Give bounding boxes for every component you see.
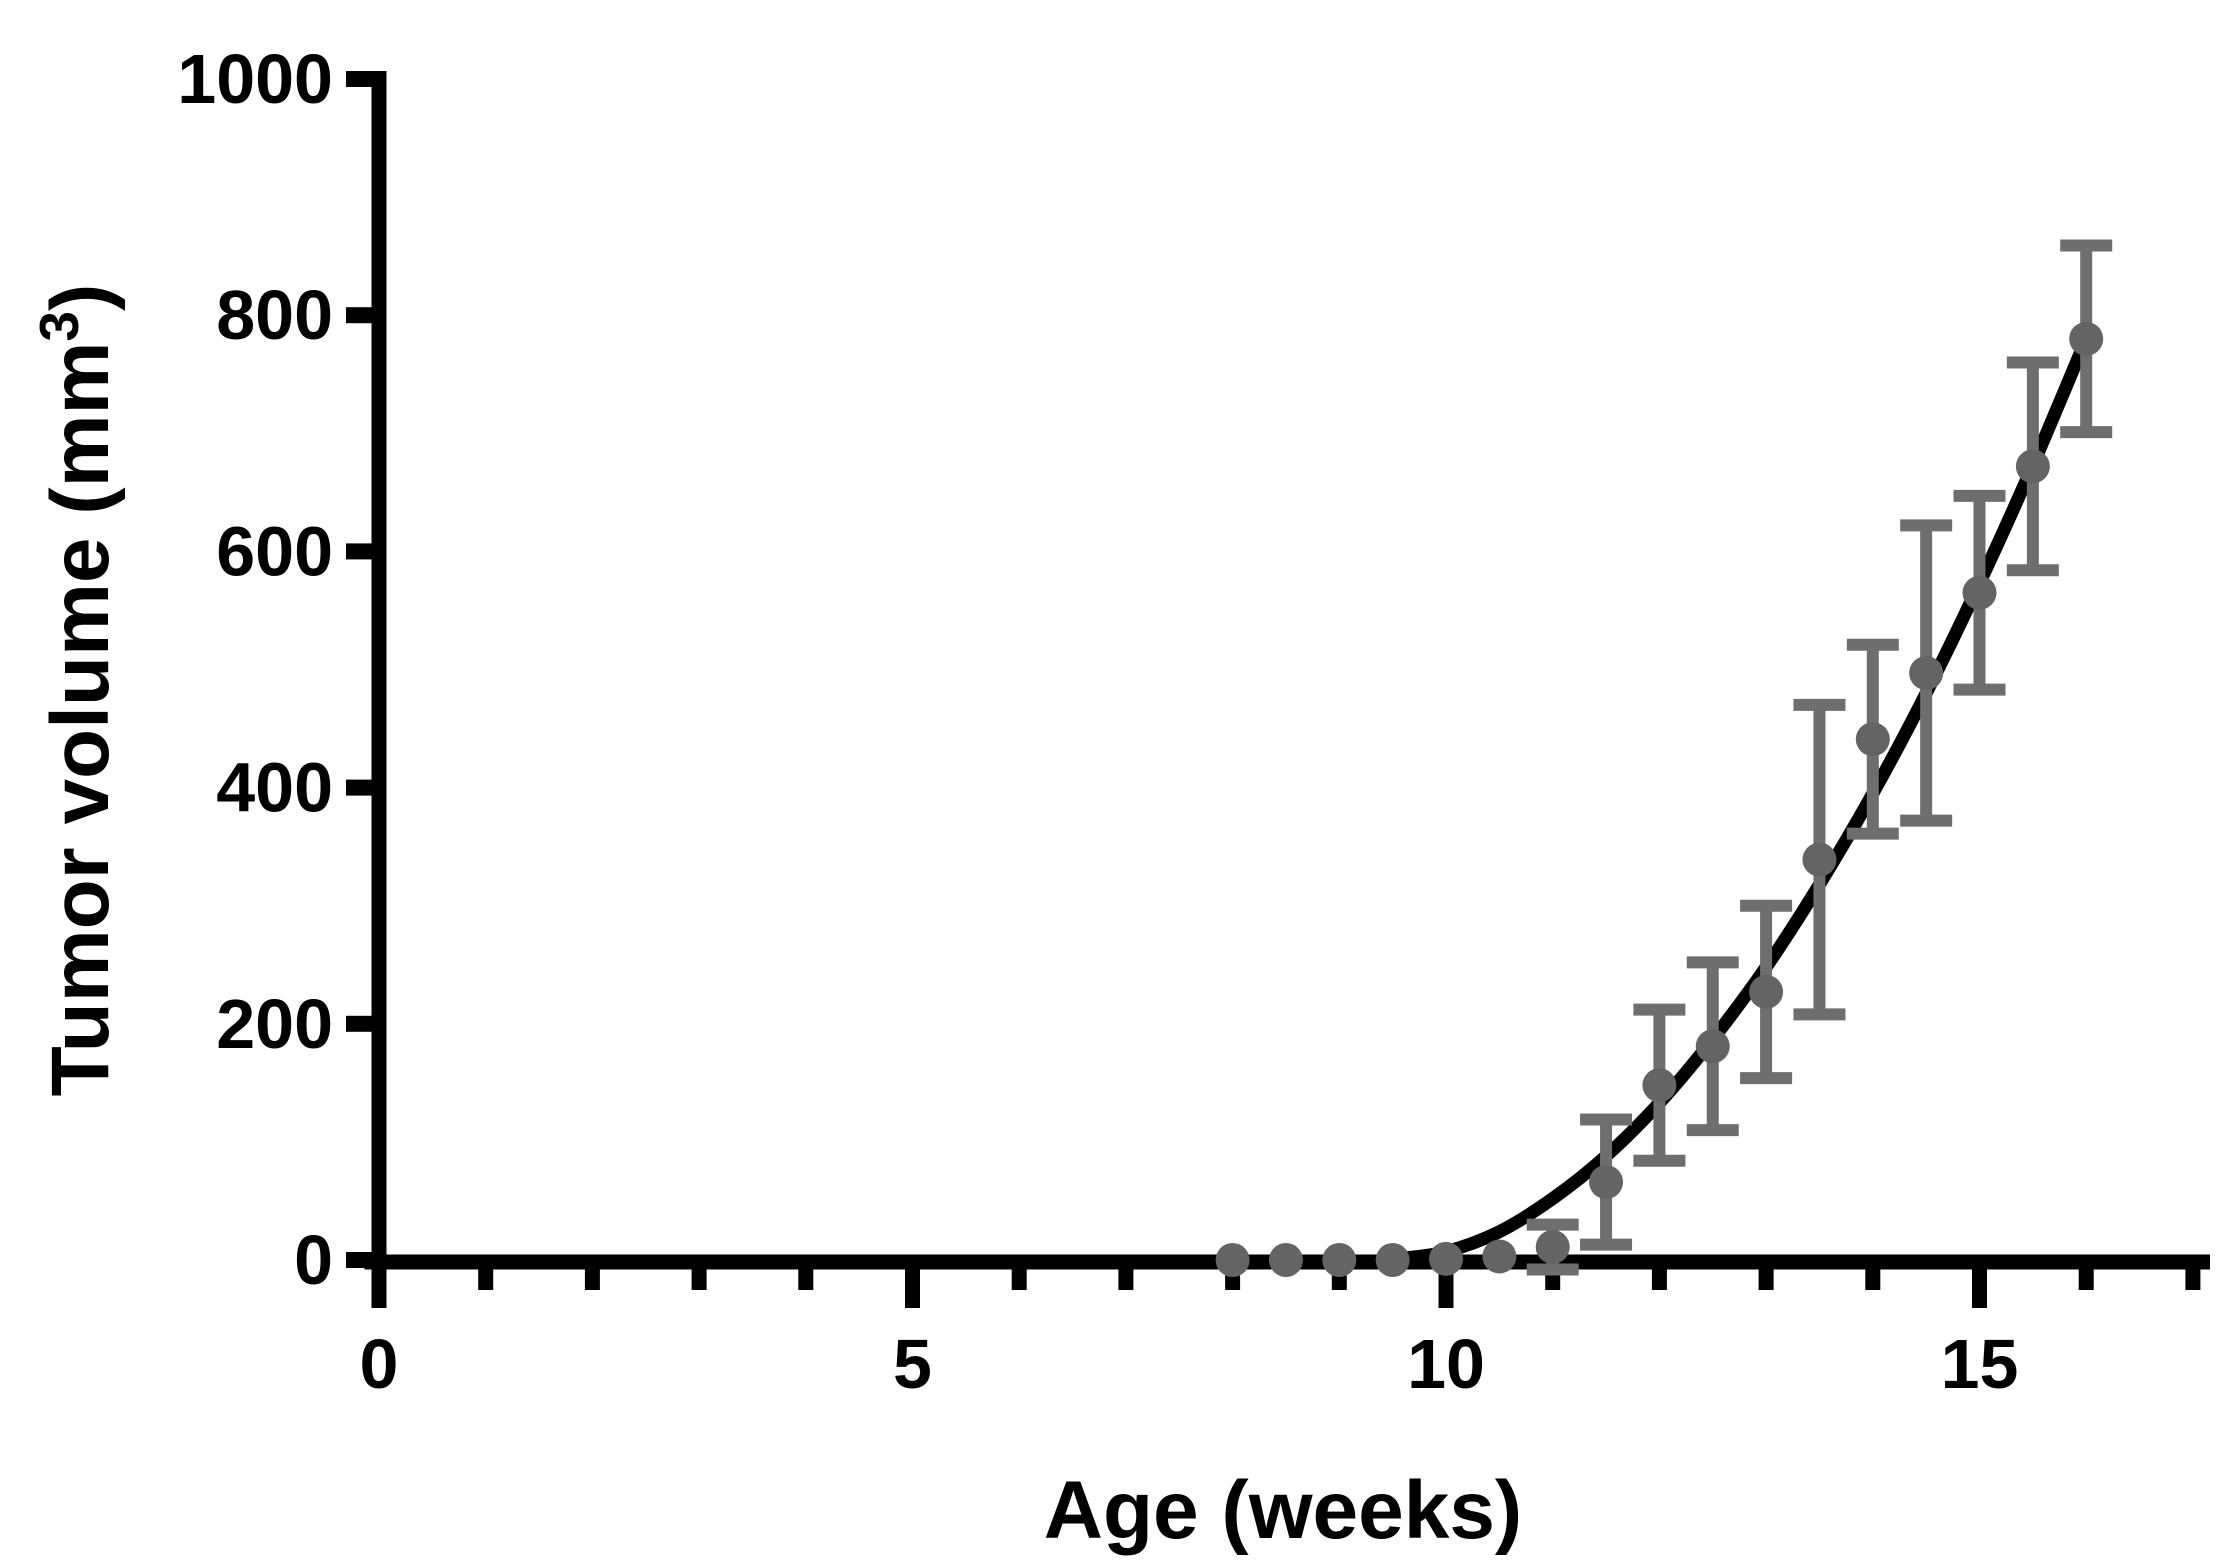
data-point (1642, 1068, 1677, 1103)
x-major-tick (905, 1255, 920, 1308)
y-tick-label: 200 (216, 985, 333, 1063)
axis-tick-labels: 0 200 400 600 800 1000 0 5 10 15 (177, 40, 2018, 1403)
data-point (2015, 449, 2050, 484)
y-axis-line (371, 71, 387, 1270)
data-points (1215, 321, 2104, 1277)
y-tick-label: 800 (216, 276, 333, 354)
data-point (1535, 1230, 1570, 1265)
y-tick (346, 543, 379, 560)
x-minor-tick (1011, 1255, 1027, 1290)
y-tick (346, 307, 379, 324)
x-tick-label: 10 (1407, 1325, 1485, 1403)
y-tick-label: 600 (216, 512, 333, 590)
data-point (1749, 974, 1784, 1009)
y-tick (346, 71, 379, 87)
x-tick-label: 0 (360, 1325, 399, 1403)
data-point (1268, 1243, 1303, 1277)
x-minor-tick (478, 1255, 494, 1290)
data-point (1695, 1029, 1730, 1064)
x-minor-tick (691, 1255, 707, 1290)
x-major-tick (371, 1255, 387, 1308)
y-axis-title: Tumor volume (mm3) (28, 284, 126, 1097)
y-tick-label: 400 (216, 749, 333, 827)
x-minor-tick (2185, 1255, 2201, 1290)
x-axis-title: Age (weeks) (1044, 1465, 1523, 1556)
data-point (1802, 842, 1837, 877)
y-tick-label: 0 (294, 1221, 333, 1299)
y-tick (346, 1252, 379, 1268)
y-tick-label: 1000 (177, 40, 333, 118)
data-point (1962, 575, 1997, 610)
x-tick-label: 5 (893, 1325, 932, 1403)
data-point (1429, 1241, 1463, 1276)
y-tick (346, 779, 379, 796)
x-minor-tick (2078, 1255, 2094, 1290)
x-minor-tick (1758, 1255, 1774, 1290)
y-tick (346, 1015, 379, 1032)
data-point (1482, 1239, 1517, 1274)
data-point (1909, 656, 1944, 691)
x-major-tick (1972, 1255, 1987, 1308)
data-point (1322, 1243, 1357, 1277)
x-minor-tick (584, 1255, 600, 1290)
fit-curve-path (1391, 332, 2093, 1266)
x-minor-tick (1865, 1255, 1881, 1290)
x-minor-tick (1118, 1255, 1134, 1290)
x-minor-tick (798, 1255, 814, 1290)
fit-curve (1391, 332, 2093, 1266)
data-point (2069, 321, 2104, 356)
x-minor-tick (1651, 1255, 1667, 1290)
data-point (1215, 1243, 1250, 1277)
data-point (1855, 722, 1890, 757)
data-point (1375, 1243, 1410, 1277)
error-bars (1526, 239, 2113, 1276)
x-tick-label: 15 (1941, 1325, 2019, 1403)
data-point (1589, 1165, 1624, 1200)
